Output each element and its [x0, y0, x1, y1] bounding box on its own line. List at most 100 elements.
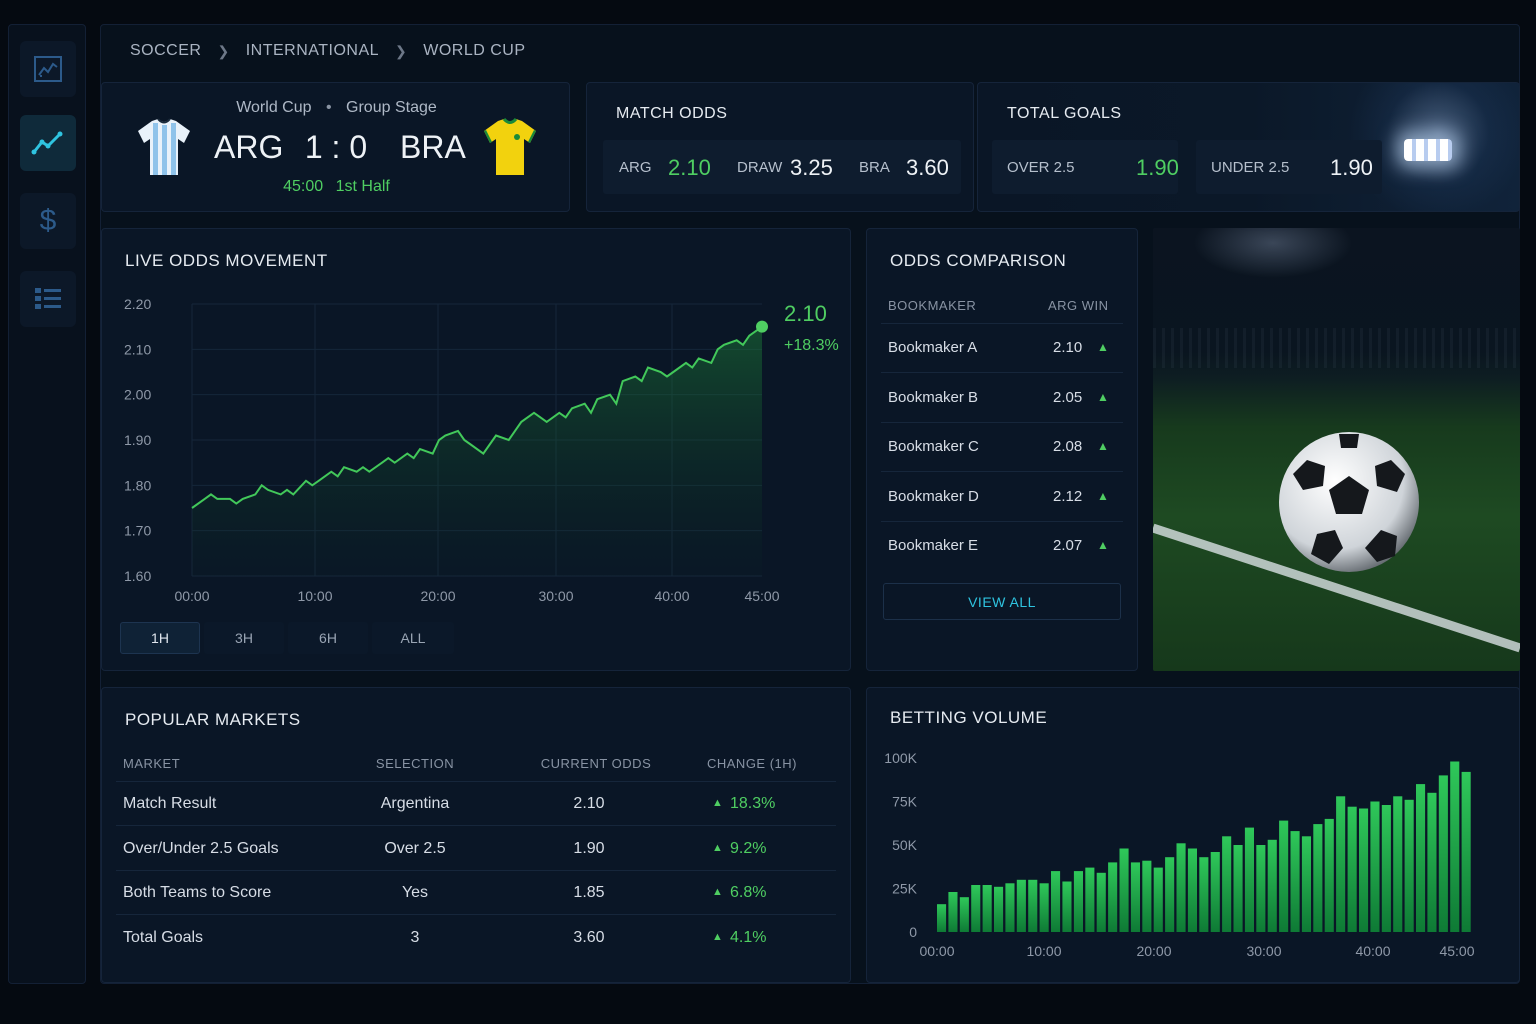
market-odds: 1.90: [573, 839, 605, 857]
live-odds-title: LIVE ODDS MOVEMENT: [125, 251, 328, 270]
volume-bar: [1142, 860, 1152, 932]
breadcrumb-item[interactable]: WORLD CUP: [423, 42, 526, 59]
volume-bar: [1199, 857, 1209, 932]
market-name: Total Goals: [123, 928, 204, 946]
trend-line-icon[interactable]: [20, 115, 76, 171]
volume-bar: [1438, 775, 1448, 932]
caret-up-icon: ▲: [712, 797, 723, 809]
timeframe-3h[interactable]: 3H: [204, 622, 284, 654]
odds-arg-button[interactable]: ARG 2.10: [603, 140, 723, 194]
stadium-image: [1153, 228, 1520, 671]
soccer-ball-icon: [1279, 432, 1419, 572]
breadcrumb-item[interactable]: SOCCER: [130, 42, 202, 59]
scoreboard: World Cup • Group Stage ARG 1 : 0 BRA 45…: [101, 82, 570, 212]
row-divider: [881, 471, 1123, 472]
volume-bar: [971, 885, 981, 932]
x-tick-label: 00:00: [174, 588, 209, 604]
volume-bar: [1256, 845, 1266, 932]
odds-draw-button[interactable]: DRAW 3.25: [723, 140, 843, 194]
sidebar: $: [8, 24, 86, 984]
volume-bar: [1301, 836, 1311, 932]
col-header-arg-win: ARG WIN: [1048, 298, 1109, 313]
market-row[interactable]: Both Teams to Score Yes 1.85 ▲ 6.8%: [116, 870, 836, 914]
odds-value: 2.10: [668, 155, 711, 180]
y-tick-label: 2.00: [124, 387, 151, 403]
y-tick-label: 1.60: [124, 568, 151, 584]
odds-comparison-panel: ODDS COMPARISON BOOKMAKER ARG WIN Bookma…: [866, 228, 1138, 671]
breadcrumb: SOCCER ❯ INTERNATIONAL ❯ WORLD CUP: [130, 42, 526, 60]
volume-bar: [1244, 827, 1254, 932]
odds-label: OVER 2.5: [1007, 159, 1075, 176]
y-tick-label: 1.90: [124, 432, 151, 448]
volume-bar: [1130, 862, 1140, 932]
col-header-market: MARKET: [123, 756, 181, 771]
bookmaker-row[interactable]: Bookmaker B 2.05 ▲: [881, 373, 1123, 422]
bookmaker-row[interactable]: Bookmaker E 2.07 ▲: [881, 521, 1123, 570]
market-row[interactable]: Total Goals 3 3.60 ▲ 4.1%: [116, 915, 836, 959]
caret-up-icon: ▲: [712, 930, 723, 943]
row-divider: [881, 421, 1123, 423]
market-selection: Over 2.5: [384, 839, 446, 857]
odds-bra-button[interactable]: BRA 3.60: [843, 140, 961, 194]
volume-bar: [1187, 848, 1197, 932]
x-tick-label: 00:00: [919, 943, 954, 959]
view-all-button[interactable]: VIEW ALL: [883, 583, 1121, 620]
stage: Group Stage: [346, 99, 437, 116]
volume-bar: [1279, 820, 1289, 932]
volume-bar: [994, 886, 1004, 932]
caret-up-icon: ▲: [1097, 340, 1109, 354]
timeframe-selector: 1H 3H 6H ALL: [120, 622, 454, 654]
volume-bar: [1359, 808, 1369, 932]
bookmaker-name: Bookmaker E: [888, 537, 979, 554]
floodlight: [1404, 139, 1452, 161]
market-selection: Argentina: [380, 795, 450, 812]
row-divider: [116, 825, 836, 826]
market-row[interactable]: Over/Under 2.5 Goals Over 2.5 1.90 ▲ 9.2…: [116, 826, 836, 870]
current-odds-value: 2.10: [784, 301, 827, 326]
odds-over-button[interactable]: OVER 2.5 1.90: [992, 140, 1179, 194]
dollar-icon[interactable]: $: [20, 193, 76, 249]
match-clock: 45:00: [283, 178, 324, 195]
match-odds-title: MATCH ODDS: [616, 105, 728, 122]
market-row[interactable]: Match Result Argentina 2.10 ▲ 18.3%: [116, 781, 836, 825]
breadcrumb-item[interactable]: INTERNATIONAL: [245, 42, 380, 59]
timeframe-1h[interactable]: 1H: [120, 622, 200, 654]
bookmaker-odds: 2.05: [1053, 388, 1083, 406]
volume-bar: [1176, 843, 1186, 932]
total-goals-title: TOTAL GOALS: [1007, 105, 1122, 122]
bookmaker-name: Bookmaker D: [888, 487, 979, 505]
col-header-bookmaker: BOOKMAKER: [888, 298, 977, 313]
timeframe-all[interactable]: ALL: [372, 622, 454, 654]
volume-bar: [1347, 806, 1357, 932]
argentina-jersey-icon: [138, 118, 190, 175]
bookmaker-row[interactable]: Bookmaker C 2.08 ▲: [881, 422, 1123, 471]
y-tick-label: 1.70: [124, 523, 151, 539]
volume-bar: [1290, 831, 1300, 932]
volume-bar: [1085, 867, 1095, 932]
bookmaker-odds: 2.07: [1053, 537, 1083, 554]
volume-bar: [1153, 867, 1163, 932]
popular-markets-panel: POPULAR MARKETS MARKET SELECTION CURRENT…: [101, 687, 851, 983]
bookmaker-row[interactable]: Bookmaker A 2.10 ▲: [881, 323, 1123, 372]
volume-bar: [1461, 771, 1471, 932]
brazil-jersey-icon: [484, 117, 536, 175]
bookmaker-row[interactable]: Bookmaker D 2.12 ▲: [881, 472, 1123, 521]
bookmaker-odds: 2.08: [1053, 438, 1083, 455]
market-name: Over/Under 2.5 Goals: [123, 839, 279, 857]
market-odds: 2.10: [573, 795, 605, 812]
odds-under-button[interactable]: UNDER 2.5 1.90: [1196, 140, 1382, 194]
caret-up-icon: ▲: [1097, 439, 1109, 453]
volume-bar: [1370, 801, 1380, 932]
volume-bar: [959, 897, 969, 932]
analytics-icon[interactable]: [20, 41, 76, 97]
list-icon[interactable]: [20, 271, 76, 327]
y-tick-label: 0: [909, 924, 917, 940]
odds-value: 1.90: [1330, 155, 1373, 180]
popular-markets-title: POPULAR MARKETS: [125, 710, 301, 729]
timeframe-6h[interactable]: 6H: [288, 622, 368, 654]
bookmaker-name: Bookmaker B: [888, 388, 979, 406]
volume-bar: [1324, 818, 1334, 932]
col-header-current-odds: CURRENT ODDS: [540, 756, 652, 771]
bookmaker-odds: 2.10: [1053, 339, 1083, 356]
volume-bar: [1051, 871, 1061, 932]
